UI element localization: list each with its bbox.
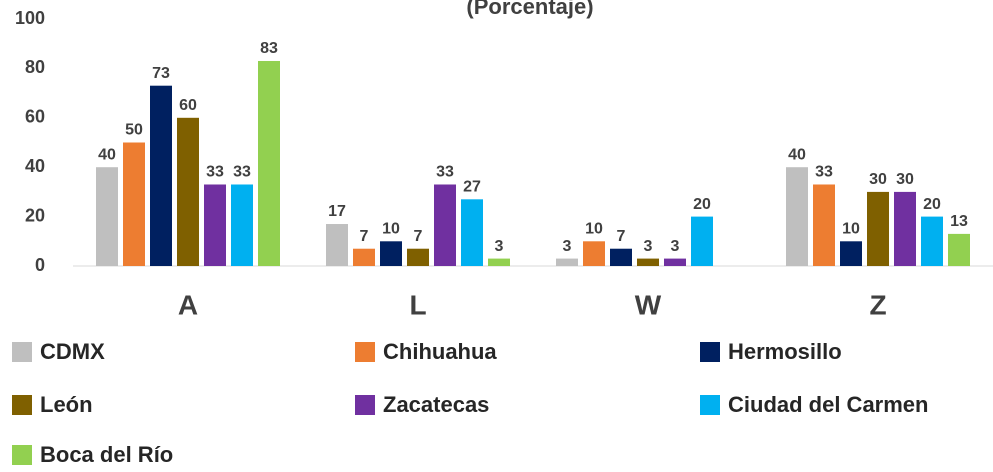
data-label: 50 [125, 122, 143, 139]
data-label: 20 [923, 196, 941, 213]
bar [691, 216, 713, 266]
y-tick-label: 80 [25, 57, 45, 77]
bar [407, 248, 429, 266]
legend-label: Hermosillo [728, 339, 842, 364]
data-label: 40 [788, 146, 806, 163]
legend-swatch [700, 395, 720, 415]
bar [123, 142, 145, 266]
data-label: 3 [644, 238, 653, 255]
bar [488, 258, 510, 266]
bar [894, 191, 916, 266]
bar [664, 258, 686, 266]
bar [150, 85, 172, 266]
legend-label: Chihuahua [383, 339, 497, 364]
data-label: 3 [671, 238, 680, 255]
data-label: 13 [950, 213, 968, 230]
legend-swatch [12, 395, 32, 415]
y-tick-label: 0 [35, 255, 45, 275]
y-tick-label: 20 [25, 205, 45, 225]
x-tick-label: L [409, 289, 426, 320]
bar [204, 184, 226, 266]
data-label: 7 [414, 228, 423, 245]
legend-swatch [700, 342, 720, 362]
data-label: 7 [617, 228, 626, 245]
data-label: 33 [436, 164, 454, 181]
data-label: 27 [463, 179, 481, 196]
legend-swatch [355, 342, 375, 362]
data-label: 10 [585, 221, 603, 238]
data-label: 60 [179, 97, 197, 114]
legend-swatch [12, 342, 32, 362]
data-label: 7 [360, 228, 369, 245]
y-tick-label: 60 [25, 107, 45, 127]
legend-label: CDMX [40, 339, 105, 364]
bar [840, 241, 862, 266]
bar [461, 199, 483, 266]
data-label: 10 [382, 221, 400, 238]
bar [231, 184, 253, 266]
data-label: 30 [869, 171, 887, 188]
bar [96, 167, 118, 266]
data-label: 17 [328, 203, 346, 220]
bar [813, 184, 835, 266]
legend-swatch [355, 395, 375, 415]
bar [326, 224, 348, 266]
bar [258, 60, 280, 266]
bar [948, 233, 970, 266]
legend-label: Zacatecas [383, 392, 489, 417]
bar [380, 241, 402, 266]
bar [583, 241, 605, 266]
data-label: 30 [896, 171, 914, 188]
legend-label: Ciudad del Carmen [728, 392, 928, 417]
legend-swatch [12, 445, 32, 465]
bar [867, 191, 889, 266]
bar [921, 216, 943, 266]
x-tick-label: W [635, 289, 662, 320]
legend-label: León [40, 392, 93, 417]
bar [434, 184, 456, 266]
bar [353, 248, 375, 266]
data-label: 73 [152, 65, 170, 82]
bar [556, 258, 578, 266]
x-tick-label: Z [869, 289, 886, 320]
legend-label: Boca del Río [40, 442, 173, 467]
data-label: 33 [206, 164, 224, 181]
data-label: 10 [842, 221, 860, 238]
data-label: 33 [233, 164, 251, 181]
bar [177, 117, 199, 266]
bar [786, 167, 808, 266]
y-tick-label: 100 [15, 8, 45, 28]
bar [637, 258, 659, 266]
x-tick-label: A [178, 289, 198, 320]
data-label: 3 [495, 238, 504, 255]
data-label: 83 [260, 40, 278, 57]
bar [610, 248, 632, 266]
y-tick-label: 40 [25, 156, 45, 176]
data-label: 3 [563, 238, 572, 255]
data-label: 20 [693, 196, 711, 213]
data-label: 33 [815, 164, 833, 181]
chart-title: (Porcentaje) [466, 0, 593, 19]
data-label: 40 [98, 146, 116, 163]
